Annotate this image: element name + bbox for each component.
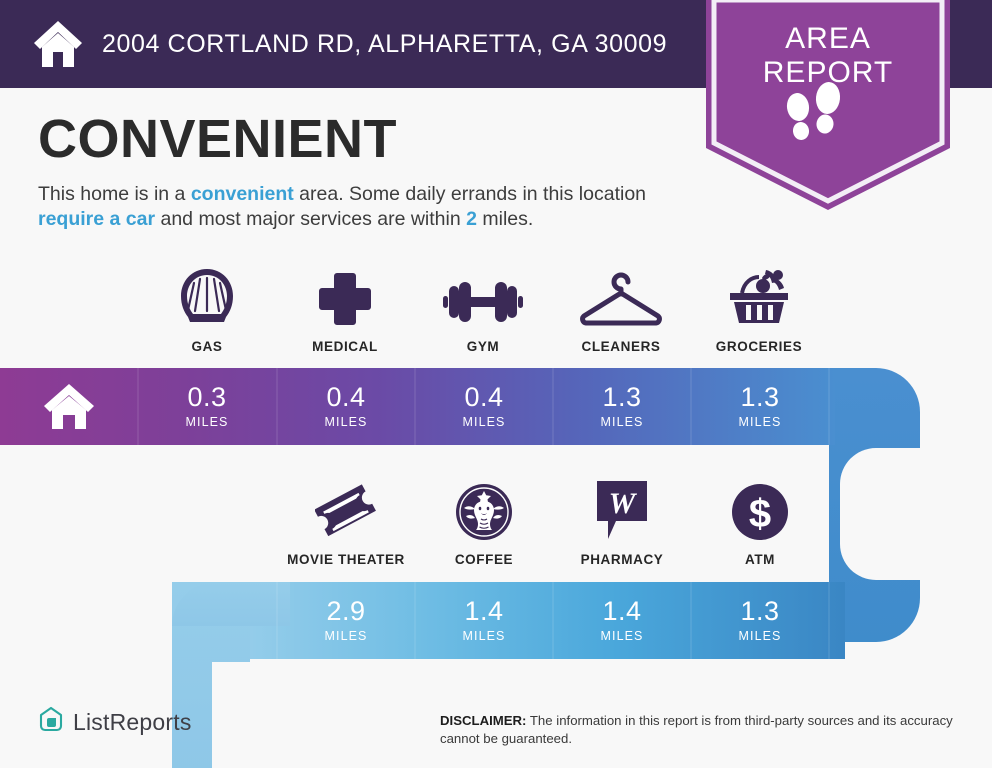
distance-value: 1.4	[602, 596, 642, 626]
distance-cell-movie-theater: 2.9 MILES	[277, 582, 415, 659]
distance-ribbon	[0, 360, 992, 768]
distance-cell-pharmacy: 1.4 MILES	[553, 582, 691, 659]
distance-unit: MILES	[600, 629, 644, 643]
header-address: 2004 CORTLAND RD, ALPHARETTA, GA 30009	[102, 29, 668, 58]
category-movie-theater: MOVIE THEATER	[277, 475, 415, 567]
distance-value: 2.9	[326, 596, 366, 626]
disclaimer: DISCLAIMER: The information in this repo…	[440, 712, 980, 748]
walgreens-w-icon: W	[594, 475, 650, 541]
distance-cell-coffee: 1.4 MILES	[415, 582, 553, 659]
shell-gas-icon	[176, 262, 238, 328]
category-atm: $ ATM	[691, 475, 829, 567]
category-pharmacy: W PHARMACY	[553, 475, 691, 567]
home-marker-icon	[0, 368, 138, 445]
disclaimer-label: DISCLAIMER:	[440, 713, 527, 728]
dollar-circle-icon: $	[731, 475, 789, 541]
category-label: PHARMACY	[580, 552, 664, 567]
category-label: MOVIE THEATER	[287, 552, 405, 567]
home-icon	[32, 19, 84, 69]
icon-row-secondary: MOVIE THEATER	[277, 475, 829, 567]
page-title: CONVENIENT	[38, 109, 398, 169]
grocery-basket-icon	[726, 262, 792, 328]
category-label: GYM	[466, 339, 500, 354]
subtitle-highlight-2: require a car	[38, 207, 156, 230]
distance-unit: MILES	[324, 415, 368, 429]
distance-value: 0.4	[326, 382, 366, 412]
category-label: MEDICAL	[312, 339, 378, 354]
badge-line-2: REPORT	[762, 55, 894, 89]
starbucks-icon	[455, 475, 513, 541]
distance-value: 1.3	[740, 382, 780, 412]
distance-unit: MILES	[185, 415, 229, 429]
category-gas: GAS	[138, 262, 276, 354]
category-cleaners: CLEANERS	[552, 262, 690, 354]
listreports-logo: ListReports	[38, 706, 192, 738]
category-label: GAS	[191, 339, 223, 354]
subtitle-highlight-1: convenient	[190, 183, 294, 205]
subtitle-highlight-3: 2	[466, 207, 477, 230]
distance-unit: MILES	[462, 629, 506, 643]
distance-unit: MILES	[462, 415, 506, 429]
distance-value: 1.4	[464, 596, 504, 626]
distance-cell-gas: 0.3 MILES	[138, 368, 276, 445]
distance-value: 0.4	[464, 382, 504, 412]
distance-cell-gym: 0.4 MILES	[415, 368, 553, 445]
category-label: COFFEE	[454, 552, 514, 567]
listreports-logo-text: ListReports	[73, 708, 192, 735]
distance-value: 1.3	[602, 382, 642, 412]
icon-row-primary: GAS MEDICAL GY	[138, 262, 828, 354]
clothes-hanger-icon	[578, 262, 664, 328]
listreports-house-tag-icon	[38, 706, 64, 738]
badge-line-1: AREA	[785, 22, 871, 55]
category-coffee: COFFEE	[415, 475, 553, 567]
movie-ticket-icon	[315, 475, 377, 541]
area-report-badge: AREA REPORT	[706, 0, 950, 210]
distance-cell-medical: 0.4 MILES	[277, 368, 415, 445]
distance-cell-cleaners: 1.3 MILES	[553, 368, 691, 445]
distance-cell-groceries: 1.3 MILES	[691, 368, 829, 445]
distance-cell-atm: 1.3 MILES	[691, 582, 829, 659]
distance-unit: MILES	[738, 629, 782, 643]
category-groceries: GROCERIES	[690, 262, 828, 354]
subtitle-part-1: This home is in a	[38, 183, 191, 205]
category-label: GROCERIES	[715, 339, 803, 354]
subtitle-part-3: and most major services are within	[155, 207, 467, 230]
svg-text:W: W	[609, 487, 638, 520]
footprints-icon	[786, 82, 841, 140]
svg-text:$: $	[749, 492, 771, 536]
subtitle-part-2: area. Some daily errands in this locatio…	[293, 183, 647, 205]
category-gym: GYM	[414, 262, 552, 354]
category-label: CLEANERS	[581, 339, 661, 354]
distance-value: 0.3	[187, 382, 227, 412]
category-label: ATM	[744, 552, 776, 567]
distance-unit: MILES	[324, 629, 368, 643]
dumbbell-icon	[443, 262, 523, 328]
distance-value: 1.3	[740, 596, 780, 626]
subtitle-part-4: miles.	[476, 207, 534, 230]
distance-unit: MILES	[738, 415, 782, 429]
disclaimer-text: The information in this report is from t…	[440, 713, 953, 746]
distance-unit: MILES	[600, 415, 644, 429]
page-subtitle: This home is in a convenient area. Some …	[38, 182, 698, 232]
category-medical: MEDICAL	[276, 262, 414, 354]
medical-cross-icon	[316, 262, 374, 328]
